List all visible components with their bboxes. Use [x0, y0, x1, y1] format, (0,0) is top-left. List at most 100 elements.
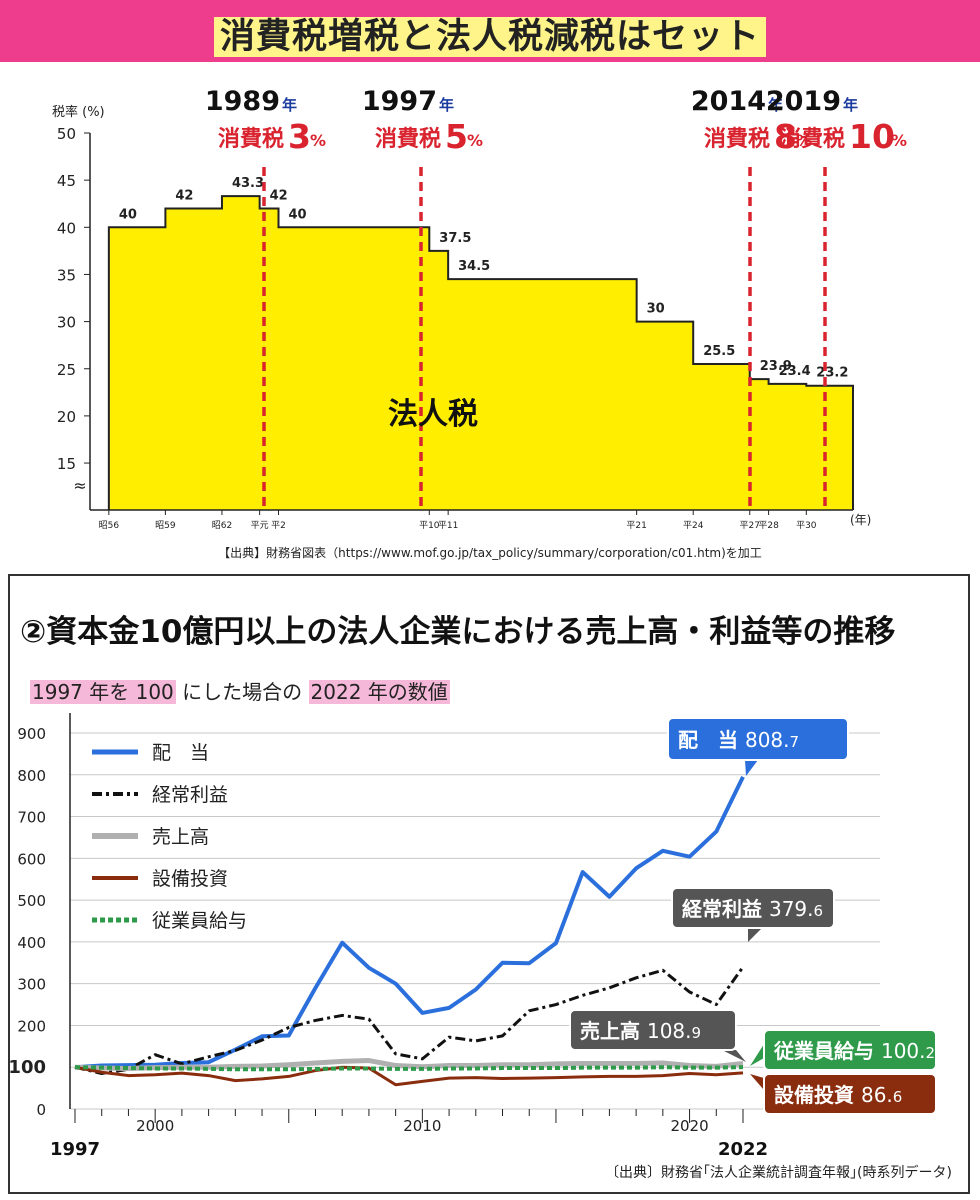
top-xtick-label: 平24 [683, 520, 704, 531]
bottom-ytick-label: 0 [36, 1101, 46, 1119]
top-ytick-label: 30 [57, 314, 76, 332]
event-tax-rate: 5 [445, 117, 468, 156]
capex-callout-text: 設備投資 86.6 [774, 1083, 902, 1107]
dividend-line [74, 775, 745, 1070]
top-xlabel-unit: (年) [850, 513, 871, 527]
sales-line [74, 1058, 744, 1071]
bottom-ytick-label: 400 [17, 934, 46, 952]
top-xtick-label: 平30 [796, 520, 817, 531]
corporate-tax-step-line [107, 195, 854, 510]
axis-break-icon: ≈ [73, 476, 86, 495]
event-tax-label: 消費税 [779, 126, 845, 152]
event-year: 1997 [362, 86, 437, 117]
bottom-ytick-label: 800 [17, 767, 46, 785]
top-xtick-label: 平27 [740, 520, 760, 531]
top-ylabel: 税率 (%) [52, 104, 105, 120]
corporate-tax-label: 法人税 [388, 397, 478, 432]
top-ytick-label: 40 [57, 219, 76, 237]
tax-rate-label: 42 [175, 188, 193, 203]
tax-rate-label: 40 [119, 207, 137, 222]
event-tax-rate: 3 [288, 117, 311, 156]
event-tax-rate: 10 [849, 117, 895, 156]
top-xtick-label: 平2 [271, 520, 286, 531]
event-year-unit: 年 [439, 96, 454, 114]
subtitle-target-year: 2022 年の数値 [308, 680, 450, 704]
bottom-subtitle: 1997 年を 100 にした場合の 2022 年の数値 [30, 676, 450, 705]
event-tax-pct: % [891, 131, 907, 150]
top-ytick-label: 25 [57, 361, 76, 379]
top-ytick-label: 45 [57, 172, 76, 190]
callout-label: 従業員給与 [773, 1039, 881, 1063]
tax-rate-label: 23.4 [779, 364, 811, 379]
dividend-callout-box [667, 717, 849, 761]
event-tax-pct: % [796, 131, 812, 150]
top-xtick-label: 平10 [419, 520, 440, 531]
event-tax-label: 消費税 [704, 126, 770, 152]
event-year: 1989 [205, 86, 280, 117]
bottom-ytick-label: 500 [17, 892, 46, 910]
ordinary-profit-callout-text: 経常利益 379.6 [682, 897, 823, 921]
top-xtick-label: 平28 [758, 520, 779, 531]
event-year: 2014 [691, 86, 766, 117]
tax-rate-label: 43.3 [232, 176, 264, 191]
capex-callout-box [763, 1073, 937, 1115]
tax-rate-label: 23.9 [760, 359, 792, 374]
ordinary-profit-line [74, 966, 745, 1075]
legend-label: 配 当 [152, 742, 209, 764]
event-tax-rate: 8 [774, 117, 797, 156]
event-tax-label: 消費税 [218, 126, 284, 152]
top-xtick-label: 昭62 [212, 520, 232, 531]
event-tax-pct: % [467, 131, 483, 150]
legend-label: 従業員給与 [152, 910, 247, 932]
bottom-xtick-label: 2000 [136, 1117, 174, 1135]
sales-callout-box [569, 1009, 737, 1051]
dividend-callout-text: 配 当 808.7 [678, 728, 799, 752]
bottom-x-start-label: 1997 [50, 1139, 100, 1160]
callout-decimal: 2 [926, 1044, 936, 1062]
subtitle-base-year: 1997 年を 100 [30, 680, 176, 704]
bottom-ytick-label: 700 [17, 809, 46, 827]
bottom-xtick-label: 2010 [403, 1117, 441, 1135]
ordinary-profit-callout-pointer [748, 928, 762, 942]
bottom-panel [8, 574, 970, 1194]
callout-decimal: 9 [692, 1024, 702, 1042]
corporate-tax-area [108, 196, 854, 510]
top-xtick-label: 平11 [438, 520, 458, 531]
bottom-ytick-label: 200 [17, 1017, 46, 1035]
dividend-callout-pointer [745, 760, 758, 776]
legend-label: 経常利益 [152, 784, 228, 806]
bottom-ytick-label: 100 [8, 1057, 46, 1078]
tax-rate-label: 40 [289, 207, 307, 222]
callout-value: 808. [745, 728, 790, 752]
tax-rate-label: 30 [647, 302, 665, 317]
tax-rate-label: 42 [270, 188, 288, 203]
event-year-unit: 年 [768, 96, 783, 114]
wages-callout-pointer [750, 1044, 764, 1066]
sales-callout-text: 売上高 108.9 [580, 1019, 701, 1043]
callout-label: 設備投資 [774, 1083, 861, 1107]
top-ytick-label: 50 [57, 125, 76, 143]
top-ytick-label: 20 [57, 408, 76, 426]
wages-line [74, 1065, 744, 1072]
callout-value: 108. [647, 1019, 692, 1043]
bottom-ytick-label: 900 [17, 725, 46, 743]
event-tax-pct: % [310, 131, 326, 150]
top-xtick-label: 昭56 [99, 520, 120, 531]
callout-value: 86. [861, 1083, 893, 1107]
event-year: 2019 [766, 86, 841, 117]
event-tax-label: 消費税 [375, 126, 441, 152]
callout-decimal: 6 [893, 1088, 903, 1106]
wages-callout-text: 従業員給与 100.2 [773, 1039, 935, 1063]
top-xtick-label: 平21 [626, 520, 646, 531]
banner-title: 消費税増税と法人税減税はセット [0, 8, 980, 59]
legend-label: 売上高 [152, 826, 209, 848]
bottom-ytick-label: 600 [17, 850, 46, 868]
callout-decimal: 6 [814, 902, 824, 920]
top-source: 【出典】財務省図表（https://www.mof.go.jp/tax_poli… [218, 546, 762, 560]
tax-rate-label: 37.5 [439, 231, 471, 246]
wages-callout-box [763, 1029, 937, 1071]
legend-label: 設備投資 [152, 868, 228, 890]
callout-label: 経常利益 [682, 897, 769, 921]
capex-line [74, 1065, 744, 1087]
